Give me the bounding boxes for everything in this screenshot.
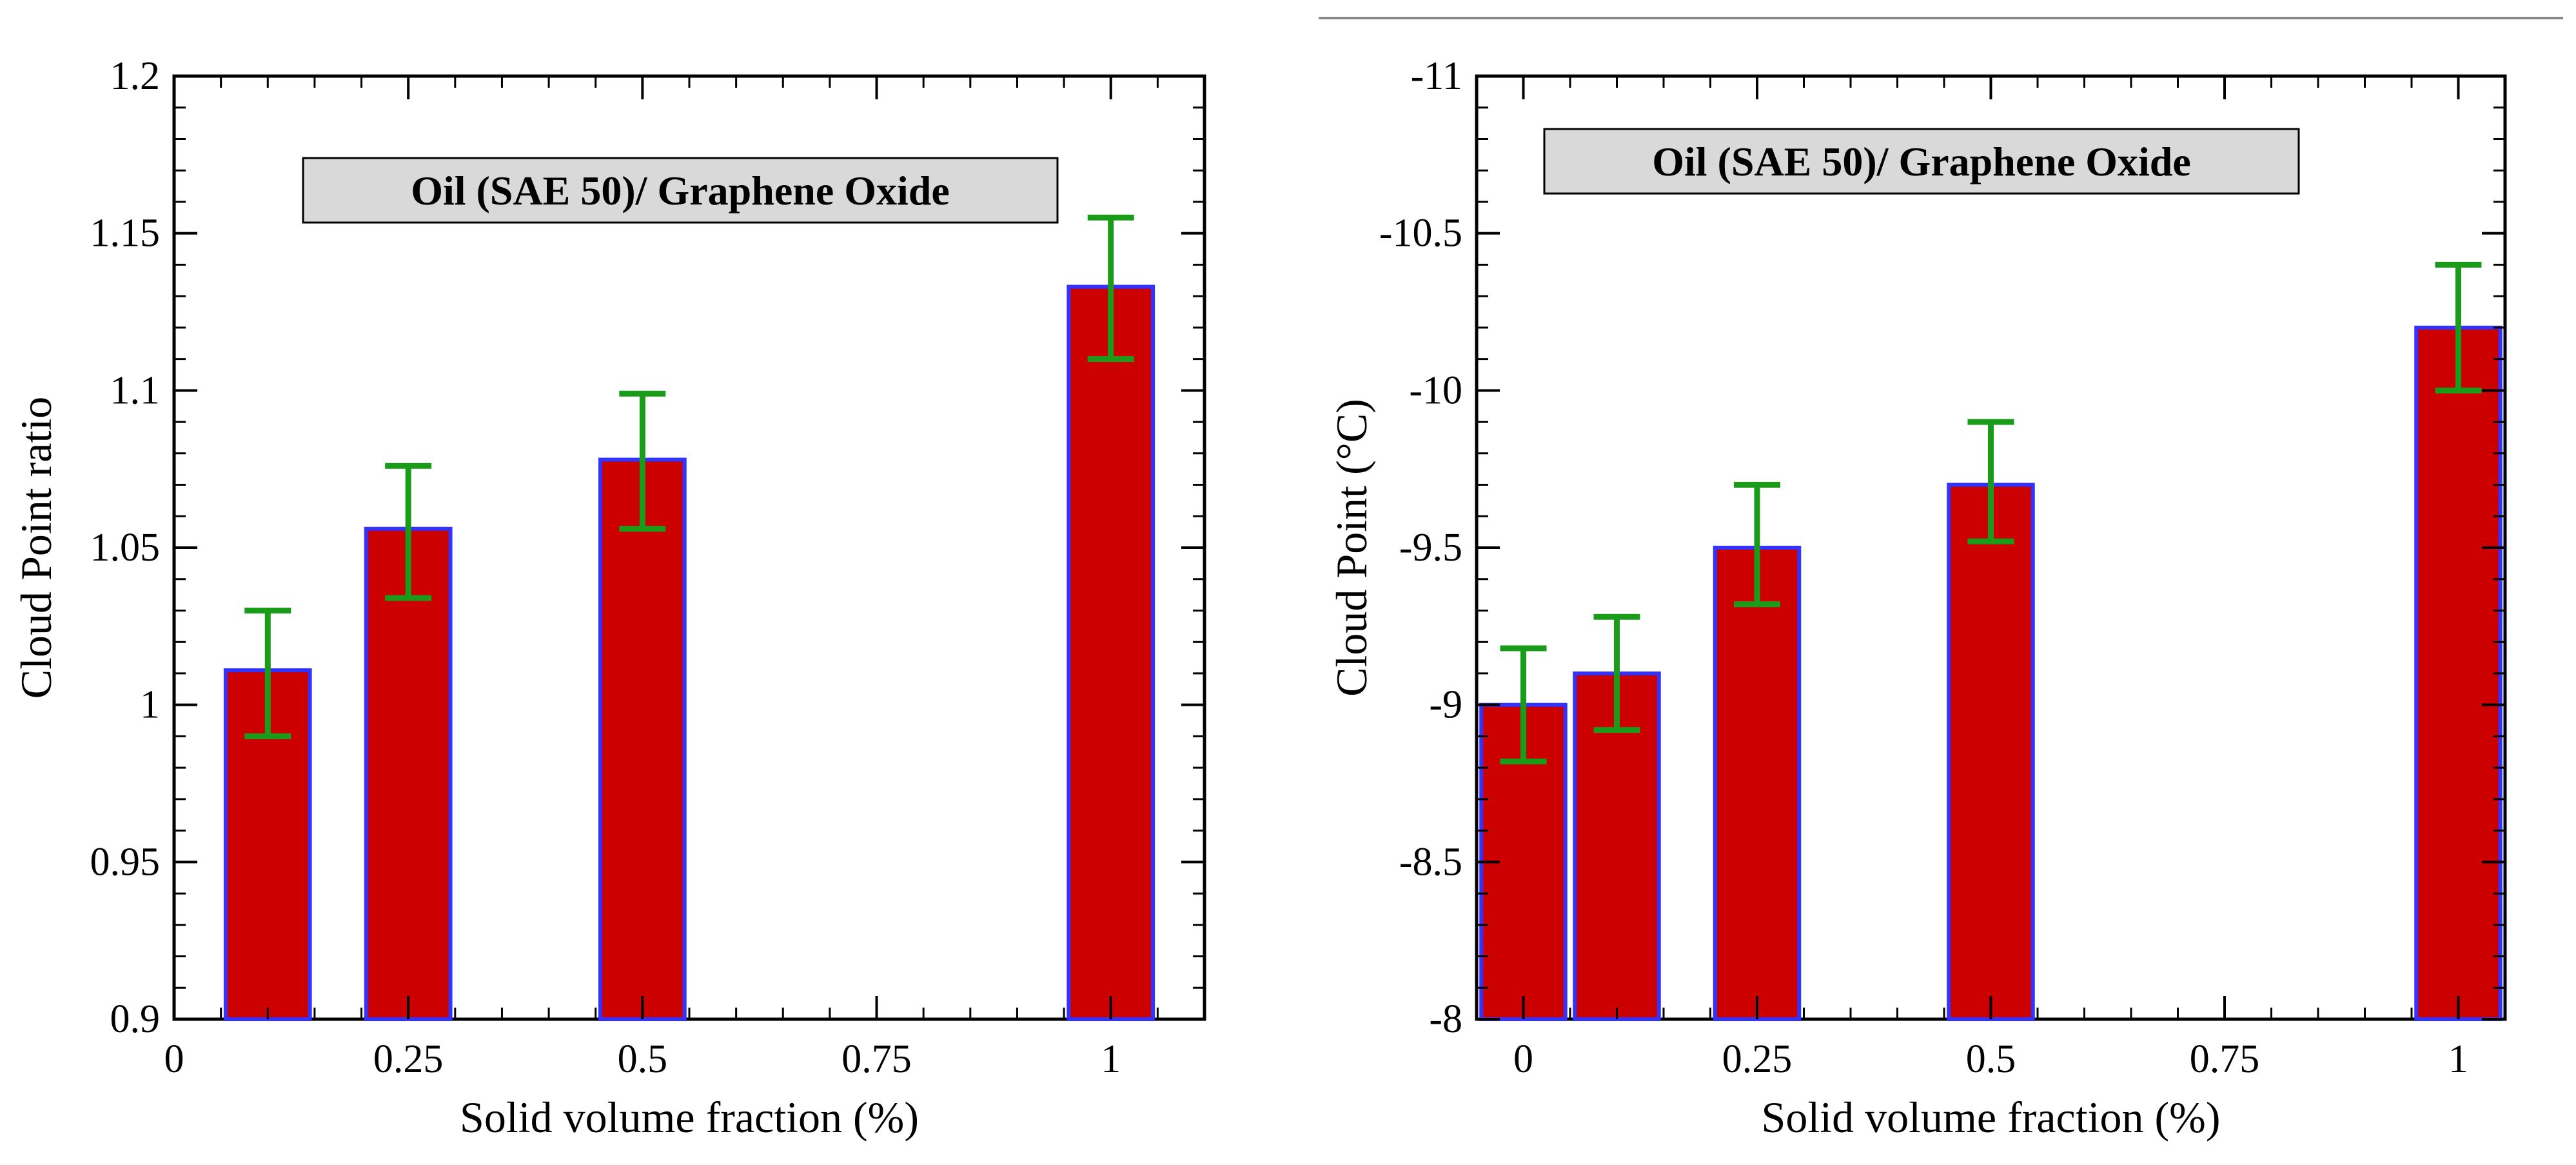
error-bar-2 xyxy=(1734,482,1780,608)
chart-cloud-point-celsius: -8 -8.5 -9 -9.5 -10 -10.5 -11 0 0.25 0.5 0.75 1 Oi… xyxy=(1327,54,2507,1142)
y-tick-label: -10.5 xyxy=(1379,212,1462,255)
y-tick-label: 1 xyxy=(140,683,160,727)
bar-1 xyxy=(364,526,453,1021)
y-tick-label: -10 xyxy=(1409,368,1462,412)
bar-4 xyxy=(2414,325,2502,1021)
error-bar-0 xyxy=(244,607,291,739)
error-bar-4 xyxy=(2435,261,2482,393)
y-tick-label: 1.15 xyxy=(90,212,161,255)
y-tick-label: 1.2 xyxy=(110,54,161,98)
error-bar-3 xyxy=(1087,214,1134,363)
title-box: Oil (SAE 50)/ Graphene Oxide xyxy=(1543,128,2300,195)
y-axis-ticks: 0.9 0.95 1 1.05 1.1 1.15 1.2 xyxy=(90,54,1204,1041)
error-bar-2 xyxy=(619,390,666,532)
title-box-background xyxy=(302,157,1059,224)
y-axis-label: Cloud Point ratio xyxy=(12,397,61,699)
x-tick-label: 0.5 xyxy=(1966,1037,2016,1081)
x-axis-label: Solid volume fraction (%) xyxy=(1762,1093,2221,1142)
bar-2 xyxy=(598,457,687,1021)
x-tick-label: 0.75 xyxy=(841,1037,912,1081)
x-tick-label: 0.25 xyxy=(373,1037,444,1081)
title-box-background xyxy=(1543,128,2300,195)
x-axis-ticks: 0 0.25 0.5 0.75 1 xyxy=(164,76,1206,1081)
x-axis-label: Solid volume fraction (%) xyxy=(460,1093,919,1142)
x-tick-label: 1 xyxy=(2448,1037,2468,1081)
bar-group xyxy=(223,284,1155,1022)
title-box-label: Oil (SAE 50)/ Graphene Oxide xyxy=(411,168,950,214)
error-bar-0 xyxy=(1500,645,1547,764)
error-bar-group xyxy=(1500,261,2482,764)
error-bar-1 xyxy=(385,463,432,601)
error-bar-group xyxy=(244,214,1134,739)
bar-2 xyxy=(1713,546,1802,1021)
title-box: Oil (SAE 50)/ Graphene Oxide xyxy=(302,157,1059,224)
x-tick-label: 1 xyxy=(1101,1037,1121,1081)
y-tick-label: 0.95 xyxy=(90,840,161,884)
y-axis-label: Cloud Point (°C) xyxy=(1327,399,1376,697)
y-tick-label: -11 xyxy=(1411,54,1462,98)
x-tick-label: 0.75 xyxy=(2190,1037,2260,1081)
error-bar-1 xyxy=(1593,613,1640,733)
y-tick-label: 1.05 xyxy=(90,526,161,570)
bar-group xyxy=(1479,325,2502,1021)
x-axis-ticks: 0 0.25 0.5 0.75 1 xyxy=(1475,76,2506,1081)
y-axis-ticks: -8 -8.5 -9 -9.5 -10 -10.5 -11 xyxy=(1379,54,2505,1041)
y-tick-label: 0.9 xyxy=(110,997,161,1041)
x-tick-label: 0.25 xyxy=(1722,1037,1793,1081)
y-tick-label: -9 xyxy=(1429,683,1462,727)
bar-3 xyxy=(1067,284,1155,1022)
y-tick-label: -8.5 xyxy=(1399,840,1462,884)
y-tick-label: -8 xyxy=(1429,997,1462,1041)
title-box-label: Oil (SAE 50)/ Graphene Oxide xyxy=(1652,139,2191,184)
x-tick-label: 0 xyxy=(1513,1037,1533,1081)
error-bar-3 xyxy=(1967,419,2014,544)
chart-cloud-point-ratio: 0.9 0.95 1 1.05 1.1 1.15 1.2 0 0.25 0.5 0.75 1 Oil… xyxy=(12,54,1206,1142)
y-tick-label: 1.1 xyxy=(110,368,161,412)
bar-3 xyxy=(1947,483,2035,1021)
x-tick-label: 0 xyxy=(164,1037,184,1081)
x-tick-label: 0.5 xyxy=(618,1037,668,1081)
y-tick-label: -9.5 xyxy=(1399,526,1462,570)
